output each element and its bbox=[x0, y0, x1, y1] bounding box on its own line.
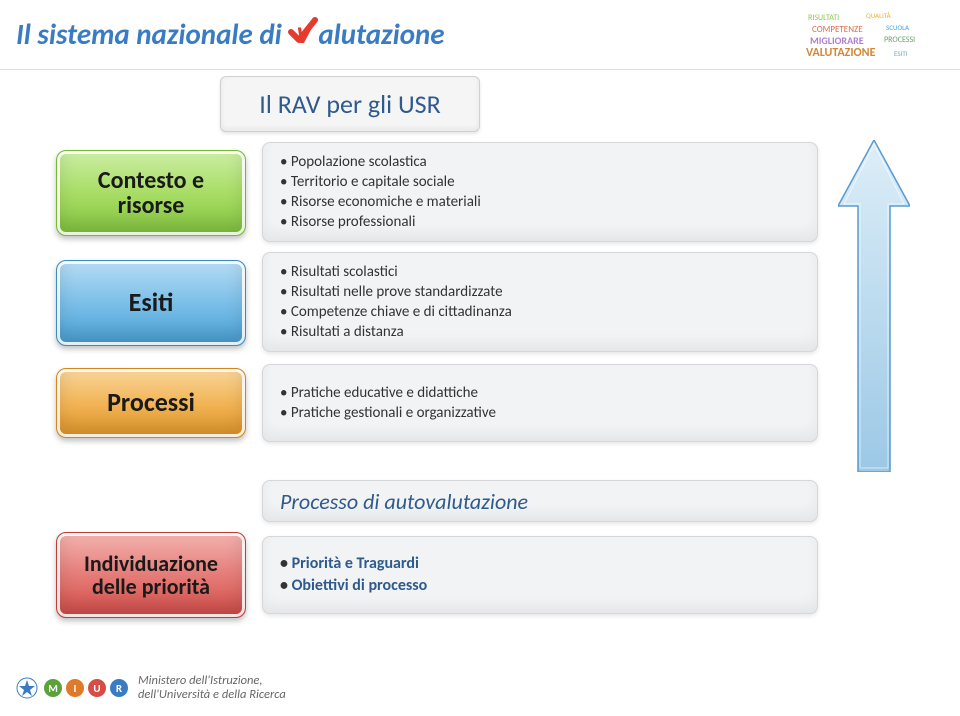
ministry-text: Ministero dell'Istruzione, dell'Universi… bbox=[138, 674, 286, 702]
slide-title: Il RAV per gli USR bbox=[259, 88, 440, 120]
svg-text:VALUTAZIONE: VALUTAZIONE bbox=[806, 46, 876, 60]
badge-u: U bbox=[88, 679, 106, 697]
title-part2: alutazione bbox=[318, 16, 444, 52]
list-item: Pratiche educative e didattiche bbox=[280, 383, 800, 403]
label-individuazione-line2: delle priorità bbox=[92, 573, 210, 600]
wordcloud-decoration: RISULTATI QUALITÀ COMPETENZE SCUOLA MIGL… bbox=[806, 6, 946, 64]
ministry-line2: dell'Università e della Ricerca bbox=[138, 687, 286, 702]
svg-text:V: V bbox=[296, 23, 313, 46]
label-individuazione: Individuazione delle priorità bbox=[56, 532, 246, 618]
page-footer: M I U R Ministero dell'Istruzione, dell'… bbox=[0, 660, 960, 716]
processo-caption-text: Processo di autovalutazione bbox=[280, 488, 800, 515]
slide-content: Il RAV per gli USR Contesto e risorse Po… bbox=[0, 70, 960, 660]
list-item: Pratiche gestionali e organizzative bbox=[280, 403, 800, 423]
svg-text:PROCESSI: PROCESSI bbox=[884, 35, 915, 45]
panel-processi: Pratiche educative e didattiche Pratiche… bbox=[262, 364, 818, 442]
list-item: Priorità e Traguardi bbox=[280, 553, 800, 575]
list-item: Risorse economiche e materiali bbox=[280, 192, 800, 212]
list-item: Risultati scolastici bbox=[280, 262, 800, 282]
list-item: Risorse professionali bbox=[280, 212, 800, 232]
svg-text:QUALITÀ: QUALITÀ bbox=[866, 11, 892, 20]
list-item: Territorio e capitale sociale bbox=[280, 172, 800, 192]
slide-title-box: Il RAV per gli USR bbox=[220, 76, 480, 132]
title-part1: Il sistema nazionale di bbox=[16, 16, 288, 52]
row-esiti: Esiti Risultati scolastici Risultati nel… bbox=[56, 252, 816, 354]
list-item: Risultati a distanza bbox=[280, 322, 800, 342]
row-individuazione: Individuazione delle priorità Priorità e… bbox=[56, 524, 816, 626]
panel-contesto: Popolazione scolastica Territorio e capi… bbox=[262, 142, 818, 242]
svg-text:ESITI: ESITI bbox=[894, 49, 908, 58]
label-processi: Processi bbox=[56, 368, 246, 438]
up-arrow-icon bbox=[838, 140, 910, 472]
badge-m: M bbox=[44, 679, 62, 697]
badge-r: R bbox=[110, 679, 128, 697]
list-item: Competenze chiave e di cittadinanza bbox=[280, 302, 800, 322]
header-title: Il sistema nazionale di Valutazione bbox=[16, 14, 445, 52]
panel-esiti: Risultati scolastici Risultati nelle pro… bbox=[262, 252, 818, 352]
row-processi: Processi Pratiche educative e didattiche… bbox=[56, 362, 816, 448]
checkmark-icon: V bbox=[288, 16, 318, 54]
label-processi-text: Processi bbox=[101, 389, 201, 416]
label-contesto-line2: risorse bbox=[118, 191, 185, 220]
row-contesto: Contesto e risorse Popolazione scolastic… bbox=[56, 142, 816, 244]
list-item: Popolazione scolastica bbox=[280, 152, 800, 172]
miur-badges: M I U R bbox=[44, 679, 128, 697]
ministry-line1: Ministero dell'Istruzione, bbox=[138, 673, 263, 688]
panel-processo-caption: Processo di autovalutazione bbox=[262, 480, 818, 522]
list-item: Risultati nelle prove standardizzate bbox=[280, 282, 800, 302]
list-item: Obiettivi di processo bbox=[280, 575, 800, 597]
label-contesto: Contesto e risorse bbox=[56, 150, 246, 236]
svg-text:SCUOLA: SCUOLA bbox=[886, 23, 910, 32]
svg-text:RISULTATI: RISULTATI bbox=[808, 13, 839, 23]
badge-i: I bbox=[66, 679, 84, 697]
page-header: Il sistema nazionale di Valutazione RISU… bbox=[0, 0, 960, 70]
label-esiti-text: Esiti bbox=[123, 289, 180, 316]
row-processo-caption: Processo di autovalutazione bbox=[56, 450, 816, 520]
panel-individuazione: Priorità e Traguardi Obiettivi di proces… bbox=[262, 536, 818, 614]
label-esiti: Esiti bbox=[56, 260, 246, 346]
emblem-icon bbox=[16, 677, 38, 699]
